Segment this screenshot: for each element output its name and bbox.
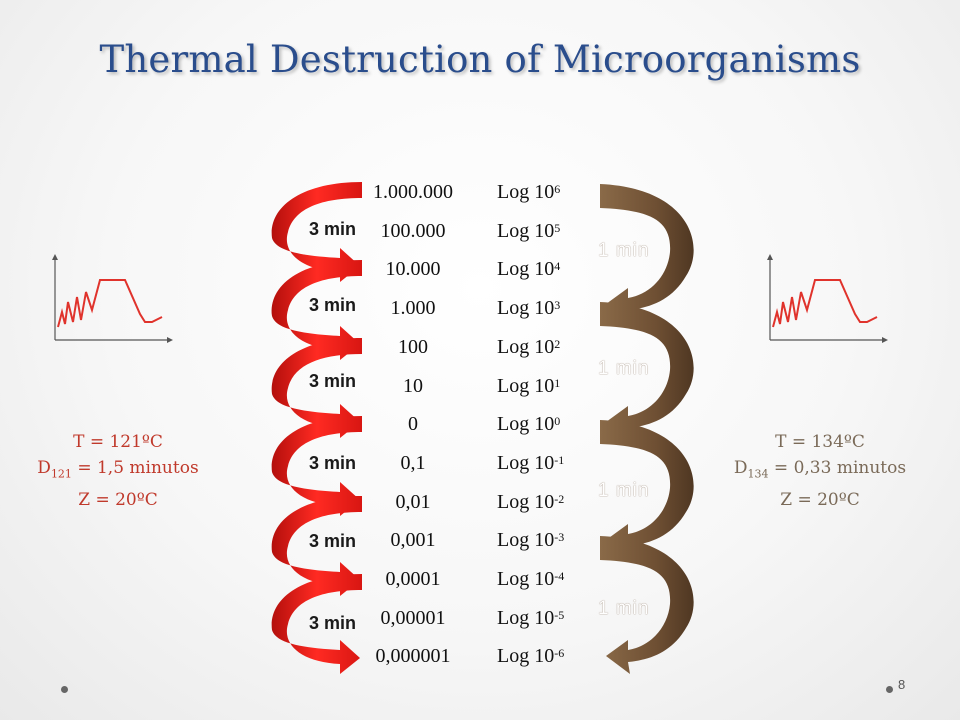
brown-time-label: 1 min [598, 480, 650, 501]
red-time-label: 3 min [309, 453, 357, 473]
log-value: Log 104 [497, 258, 561, 281]
log-value: Log 102 [497, 335, 561, 358]
log-value: Log 103 [497, 297, 561, 320]
population-value: 10 [403, 374, 423, 397]
red-time-label: 3 min [309, 531, 357, 551]
red-time-label: 3 min [309, 295, 357, 315]
log-value: Log 10-5 [497, 606, 565, 629]
right-d-value: D134 = 0,33 minutos [733, 458, 907, 481]
left-z-value: Z = 20ºC [78, 490, 158, 511]
population-value: 100.000 [380, 219, 446, 242]
log-value: Log 10-6 [497, 645, 565, 668]
red-time-label: 3 min [309, 613, 357, 633]
brown-cycle-arrow [600, 420, 694, 558]
left-temperature-graph [52, 254, 173, 343]
red-cycle-arrow [271, 338, 362, 438]
left-d-value: D121 = 1,5 minutos [37, 458, 199, 481]
brown-cycle-arrow [600, 536, 694, 674]
log-value: Log 10-4 [497, 568, 565, 590]
population-value: 0,0001 [385, 568, 441, 590]
population-value: 0,000001 [375, 645, 451, 668]
population-value: 10.000 [385, 258, 441, 281]
brown-time-label: 1 min [598, 358, 650, 379]
population-value: 0,01 [395, 490, 431, 513]
population-value: 1.000.000 [373, 181, 453, 203]
log-value: Log 105 [497, 219, 561, 242]
right-parameters: T = 134ºC D134 = 0,33 minutos Z = 20ºC [700, 429, 940, 513]
red-cycle-arrow [271, 574, 362, 674]
right-dot-icon [886, 686, 893, 693]
left-dot-icon [61, 686, 68, 693]
population-value: 0,001 [390, 529, 436, 552]
log-value: Log 101 [497, 374, 561, 397]
red-time-label: 3 min [309, 371, 357, 391]
red-cycle-arrow [271, 260, 362, 360]
left-temperature: T = 121ºC [73, 432, 163, 452]
log-value: Log 10-1 [497, 451, 565, 474]
right-temperature-graph [767, 254, 888, 343]
population-value: 0 [408, 413, 418, 436]
brown-time-label: 1 min [598, 240, 650, 261]
red-cycle-arrow [271, 416, 362, 516]
page-number: 8 [898, 677, 906, 692]
log-value: Log 10-2 [497, 490, 565, 513]
brown-cycle-arrow [600, 302, 694, 440]
brown-cycle-arrow [600, 184, 694, 322]
red-cycle-arrow [271, 182, 362, 282]
brown-time-label: 1 min [598, 598, 650, 619]
red-cycle-arrow [271, 496, 362, 596]
red-time-label: 3 min [309, 219, 357, 239]
population-value: 100 [398, 335, 428, 358]
log-value: Log 10-3 [497, 529, 565, 552]
log-value: Log 100 [497, 413, 561, 436]
log-value: Log 106 [497, 181, 561, 203]
left-parameters: T = 121ºC D121 = 1,5 minutos Z = 20ºC [0, 429, 238, 513]
right-temperature: T = 134ºC [775, 432, 865, 452]
population-value: 0,1 [400, 451, 426, 474]
slide-title: Thermal Destruction of Microorganisms [99, 38, 861, 81]
population-value: 1.000 [390, 297, 436, 320]
population-value: 0,00001 [380, 606, 446, 629]
right-z-value: Z = 20ºC [780, 490, 860, 511]
